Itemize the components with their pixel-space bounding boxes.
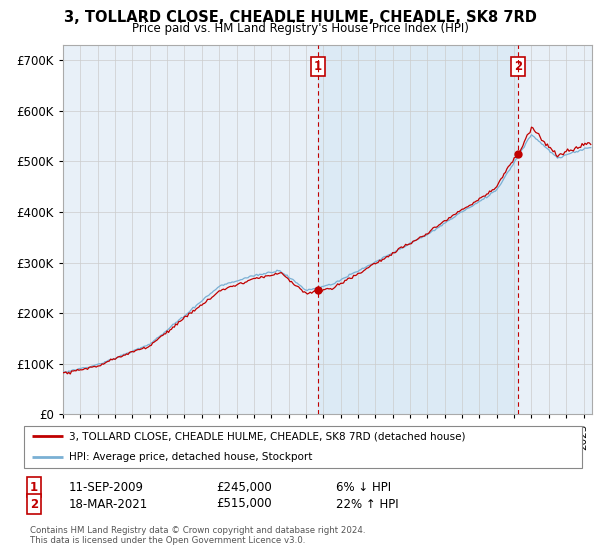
Text: 2: 2 — [30, 497, 38, 511]
Text: Contains HM Land Registry data © Crown copyright and database right 2024.: Contains HM Land Registry data © Crown c… — [30, 526, 365, 535]
Text: 1: 1 — [314, 60, 322, 73]
Text: This data is licensed under the Open Government Licence v3.0.: This data is licensed under the Open Gov… — [30, 536, 305, 545]
Text: 18-MAR-2021: 18-MAR-2021 — [69, 497, 148, 511]
Text: 11-SEP-2009: 11-SEP-2009 — [69, 480, 144, 494]
Text: £515,000: £515,000 — [216, 497, 272, 511]
FancyBboxPatch shape — [24, 426, 582, 468]
Text: £245,000: £245,000 — [216, 480, 272, 494]
Text: 22% ↑ HPI: 22% ↑ HPI — [336, 497, 398, 511]
Bar — [318, 45, 518, 414]
Text: Price paid vs. HM Land Registry's House Price Index (HPI): Price paid vs. HM Land Registry's House … — [131, 22, 469, 35]
Text: 2: 2 — [514, 60, 522, 73]
Text: 1: 1 — [30, 480, 38, 494]
Text: HPI: Average price, detached house, Stockport: HPI: Average price, detached house, Stoc… — [68, 452, 312, 462]
Text: 3, TOLLARD CLOSE, CHEADLE HULME, CHEADLE, SK8 7RD: 3, TOLLARD CLOSE, CHEADLE HULME, CHEADLE… — [64, 10, 536, 25]
Text: 6% ↓ HPI: 6% ↓ HPI — [336, 480, 391, 494]
Text: 3, TOLLARD CLOSE, CHEADLE HULME, CHEADLE, SK8 7RD (detached house): 3, TOLLARD CLOSE, CHEADLE HULME, CHEADLE… — [68, 431, 465, 441]
